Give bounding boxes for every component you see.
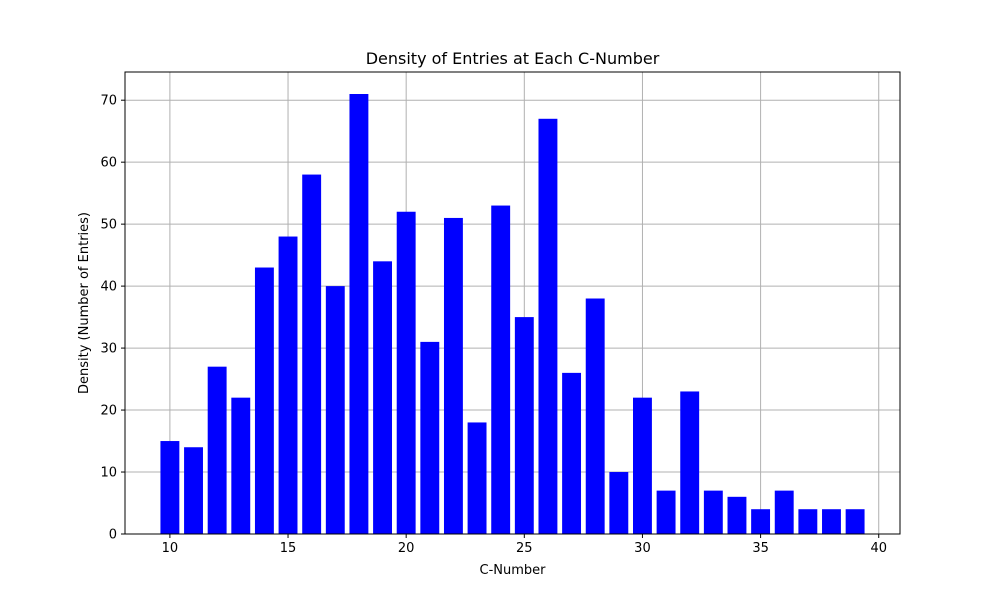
- bars: [160, 94, 865, 535]
- x-tick-label: 35: [752, 541, 769, 556]
- bar: [254, 267, 274, 534]
- y-axis-label: Density (Number of Entries): [77, 212, 92, 394]
- y-tick-label: 20: [100, 404, 117, 419]
- y-tick-label: 30: [100, 342, 117, 357]
- y-axis-ticks: 0 10 20 30 40 50 60 70: [100, 94, 125, 543]
- y-tick-label: 0: [109, 528, 117, 543]
- bar: [680, 391, 700, 534]
- bar: [774, 490, 794, 534]
- bar: [467, 422, 487, 534]
- y-tick-label: 40: [100, 280, 117, 295]
- plot-frame: [124, 71, 901, 535]
- y-tick-label: 50: [100, 218, 117, 233]
- bar: [373, 261, 392, 534]
- x-tick-label: 10: [162, 541, 179, 556]
- bar: [633, 397, 652, 534]
- x-tick-label: 30: [634, 541, 651, 556]
- bar: [798, 509, 818, 534]
- bar: [420, 341, 440, 534]
- bar: [822, 509, 841, 534]
- bar: [325, 286, 345, 534]
- bar: [443, 217, 463, 534]
- x-tick-label: 15: [280, 541, 297, 556]
- bar: [845, 509, 865, 534]
- bar: [585, 298, 605, 534]
- y-tick-label: 10: [100, 466, 117, 481]
- bar: [349, 94, 369, 534]
- bar: [514, 317, 534, 534]
- x-axis-label: C-Number: [480, 563, 547, 578]
- bar: [231, 397, 251, 534]
- bar: [491, 205, 511, 534]
- bar: [396, 211, 416, 535]
- x-tick-label: 40: [870, 541, 887, 556]
- bar: [656, 490, 676, 534]
- bar: [562, 372, 582, 534]
- bar: [538, 118, 558, 535]
- bar: [609, 472, 629, 534]
- x-tick-label: 20: [398, 541, 415, 556]
- bar: [302, 174, 322, 534]
- bar: [160, 441, 180, 534]
- x-axis-ticks: 10 15 20 25 30 35 40: [162, 534, 887, 556]
- y-tick-label: 70: [100, 94, 117, 109]
- bar: [184, 447, 203, 534]
- bar: [278, 236, 298, 534]
- bar: [703, 490, 723, 534]
- chart-title: Density of Entries at Each C-Number: [366, 49, 660, 68]
- x-tick-label: 25: [516, 541, 533, 556]
- bar: [207, 366, 227, 534]
- bar: [751, 509, 771, 534]
- bar: [727, 496, 747, 534]
- y-tick-label: 60: [100, 156, 117, 171]
